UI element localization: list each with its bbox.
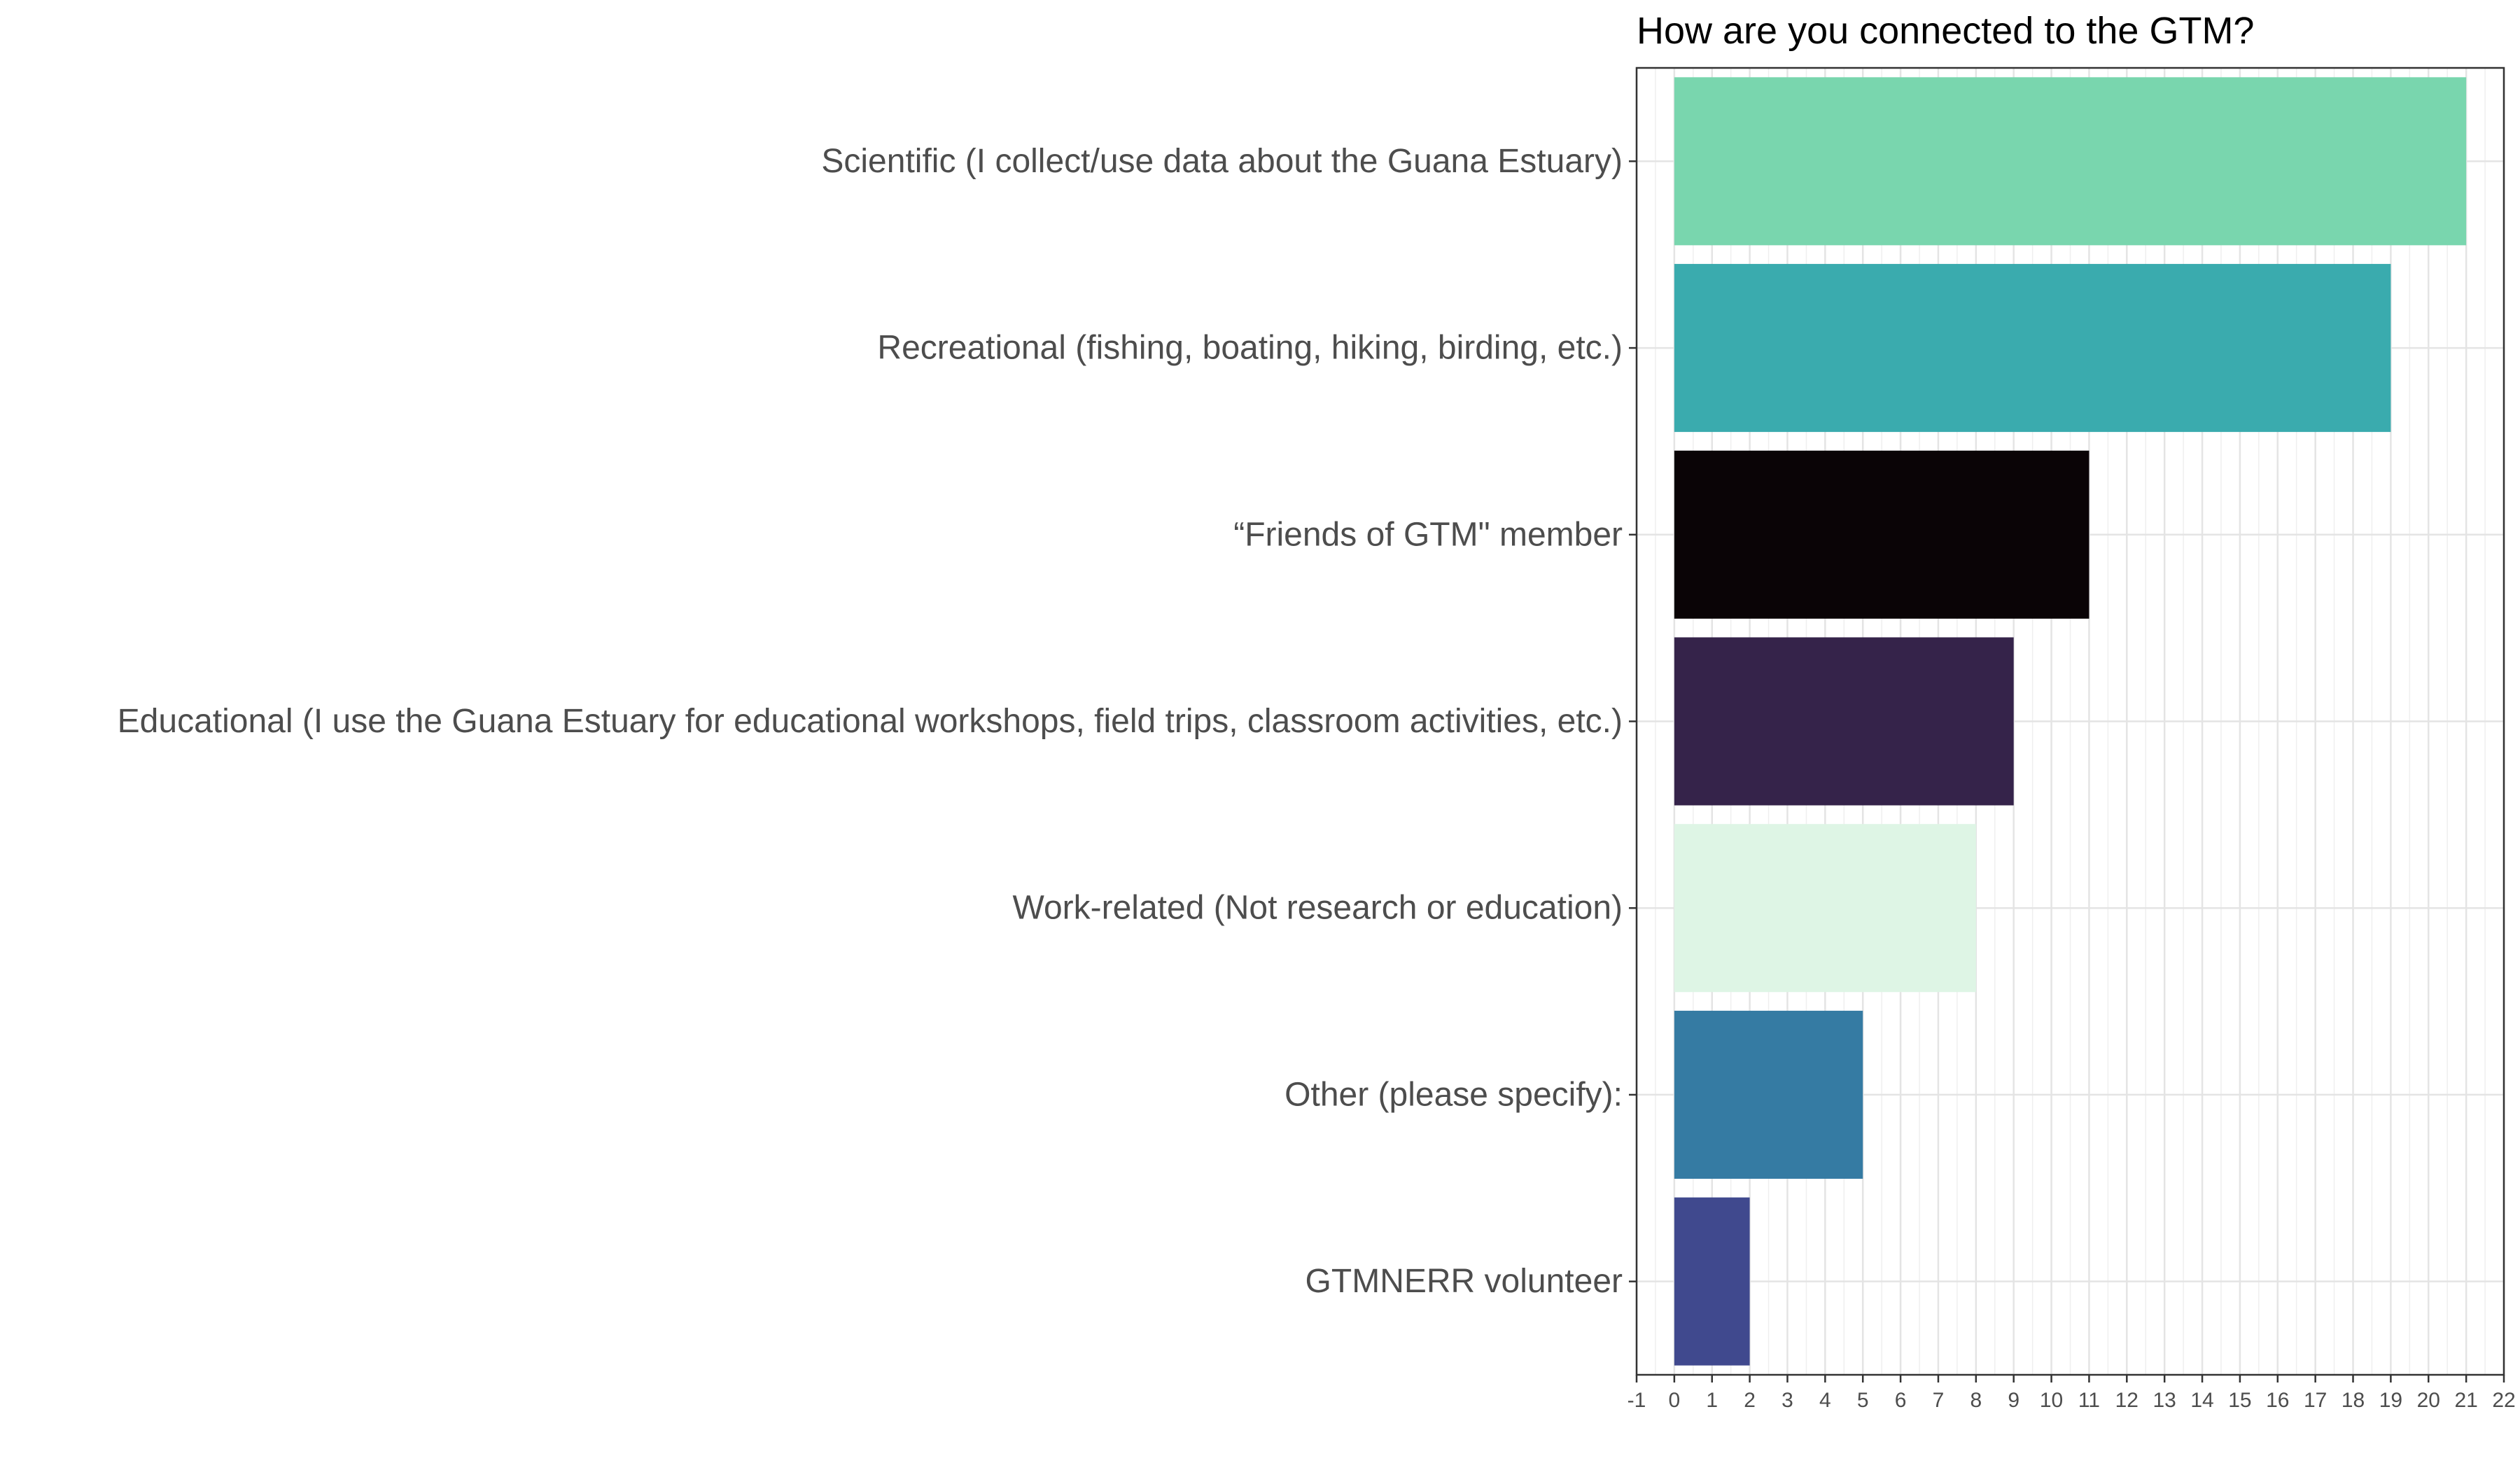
bar-3 — [1674, 450, 2090, 619]
x-tick-label: 18 — [2342, 1389, 2365, 1412]
chart-title: How are you connected to the GTM? — [1637, 10, 2254, 52]
x-tick-label: 10 — [2040, 1389, 2063, 1412]
x-tick-label: 2 — [1744, 1389, 1756, 1412]
x-tick-label: 4 — [1819, 1389, 1831, 1412]
bar-5 — [1674, 824, 1976, 993]
category-label: GTMNERR volunteer — [1306, 1263, 1623, 1300]
x-tick-label: -1 — [1628, 1389, 1646, 1412]
x-tick-label: 12 — [2115, 1389, 2138, 1412]
bar-4 — [1674, 637, 2014, 806]
x-tick-label: 3 — [1782, 1389, 1793, 1412]
x-tick-label: 8 — [1970, 1389, 1982, 1412]
category-label: Work-related (Not research or education) — [1013, 890, 1623, 927]
x-tick-label: 14 — [2190, 1389, 2213, 1412]
x-tick-label: 11 — [2078, 1389, 2100, 1412]
x-tick-label: 19 — [2379, 1389, 2402, 1412]
bar-1 — [1674, 77, 2467, 246]
x-tick-label: 17 — [2304, 1389, 2327, 1412]
bar-7 — [1674, 1197, 1750, 1366]
x-tick-label: 0 — [1669, 1389, 1681, 1412]
x-tick-label: 5 — [1857, 1389, 1869, 1412]
category-label: Recreational (fishing, boating, hiking, … — [877, 330, 1623, 367]
x-tick-label: 1 — [1706, 1389, 1718, 1412]
x-tick-label: 6 — [1895, 1389, 1907, 1412]
x-tick-label: 9 — [2008, 1389, 2019, 1412]
x-tick-label: 16 — [2266, 1389, 2289, 1412]
x-tick-label: 13 — [2152, 1389, 2176, 1412]
category-label: Scientific (I collect/use data about the… — [821, 143, 1623, 180]
x-tick-label: 21 — [2454, 1389, 2477, 1412]
x-tick-label: 15 — [2228, 1389, 2251, 1412]
category-label: Other (please specify): — [1284, 1076, 1623, 1113]
x-tick-label: 20 — [2417, 1389, 2440, 1412]
x-tick-label: 22 — [2492, 1389, 2515, 1412]
x-tick-label: 7 — [1933, 1389, 1945, 1412]
bar-6 — [1674, 1010, 1863, 1179]
x-axis: -1 0 1 2 3 4 5 6 7 8 9 10 11 12 13 14 15 16 17 18 19 20 21 22 — [1628, 1375, 2516, 1412]
bar-2 — [1674, 264, 2391, 433]
bars — [1674, 77, 2467, 1366]
category-label: “Friends of GTM" member — [1233, 516, 1623, 553]
y-axis: Scientific (I collect/use data about the… — [118, 143, 1637, 1300]
category-label: Educational (I use the Guana Estuary for… — [118, 703, 1623, 740]
